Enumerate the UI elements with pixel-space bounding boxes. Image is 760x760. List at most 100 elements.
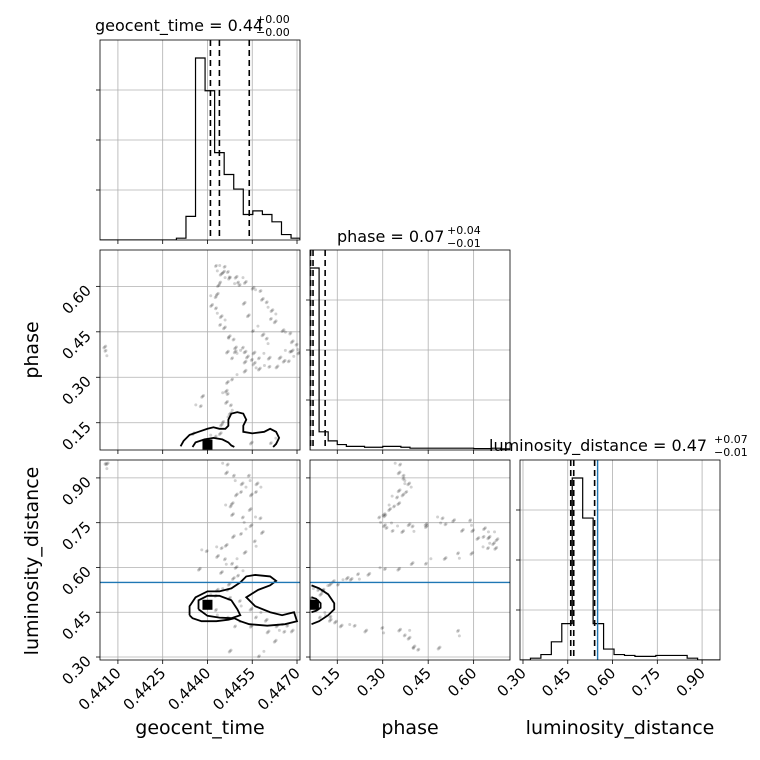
sample-point: [392, 505, 396, 509]
sample-point: [411, 561, 415, 565]
sample-point: [231, 561, 235, 565]
sample-point: [408, 628, 412, 632]
sample-point: [471, 551, 475, 555]
sample-point: [205, 549, 209, 553]
sample-point: [267, 629, 271, 633]
sample-point: [252, 285, 256, 289]
sample-point: [356, 572, 360, 576]
sample-point: [228, 649, 232, 653]
sample-point: [259, 485, 263, 489]
sample-point: [336, 583, 340, 587]
sample-point: [229, 403, 233, 407]
sample-point: [495, 545, 499, 549]
sample-point: [288, 332, 292, 336]
sample-point: [227, 336, 231, 340]
sample-point: [215, 555, 219, 559]
sample-point: [235, 557, 239, 561]
sample-point: [103, 345, 107, 349]
sample-point: [423, 525, 427, 529]
samples-geocent-time-luminosity-distance: [103, 461, 295, 659]
sample-point: [483, 526, 487, 530]
sample-point: [265, 336, 269, 340]
sample-point: [243, 551, 247, 555]
sample-point: [243, 350, 247, 354]
grid-layer: [100, 40, 720, 660]
sample-point: [320, 591, 324, 595]
sample-point: [268, 442, 272, 446]
sample-point: [274, 366, 278, 370]
sample-point: [197, 568, 201, 572]
histogram-phase: [310, 267, 510, 450]
sample-point: [390, 529, 394, 533]
sample-point: [292, 354, 296, 358]
sample-point: [356, 573, 360, 577]
sample-point: [396, 524, 400, 528]
sample-point: [493, 541, 497, 545]
sample-point: [222, 327, 226, 331]
sample-point: [231, 512, 235, 516]
sample-point: [236, 281, 240, 285]
sample-point: [399, 462, 403, 466]
sample-point: [401, 493, 405, 497]
sample-point: [258, 366, 262, 370]
sample-point: [333, 621, 337, 625]
sample-point: [240, 482, 244, 486]
mode-marker: [202, 599, 213, 610]
sample-point: [222, 269, 226, 273]
sample-point: [239, 531, 243, 535]
sample-point: [227, 582, 231, 586]
sample-point: [224, 543, 228, 547]
sample-point: [389, 521, 393, 525]
sample-point: [333, 620, 337, 624]
sample-point: [383, 568, 387, 572]
sample-point: [318, 615, 322, 619]
title-phase-plus: +0.04: [447, 224, 481, 237]
sample-point: [219, 547, 223, 551]
sample-point: [225, 400, 229, 404]
sample-point: [401, 530, 405, 534]
sample-point: [216, 284, 220, 288]
sample-point: [272, 640, 276, 644]
sample-point: [481, 535, 485, 539]
sample-point: [232, 576, 236, 580]
sample-point: [230, 514, 234, 518]
sample-point: [397, 471, 401, 475]
sample-point: [475, 537, 479, 541]
sample-point: [352, 624, 356, 628]
sample-point: [396, 472, 400, 476]
sample-point: [393, 461, 397, 465]
sample-point: [225, 471, 229, 475]
sample-point: [201, 394, 205, 398]
samples-phase-luminosity-distance: [310, 461, 500, 652]
sample-point: [338, 625, 342, 629]
x-tick-label-luminosity-distance: 0.45: [538, 664, 574, 700]
sample-point: [411, 524, 415, 528]
sample-point: [456, 551, 460, 555]
sample-point: [245, 356, 249, 360]
sample-point: [242, 361, 246, 365]
sample-point: [217, 433, 221, 437]
sample-point: [210, 303, 214, 307]
sample-point: [436, 515, 440, 519]
sample-point: [238, 599, 242, 603]
sample-point: [296, 348, 300, 352]
sample-point: [469, 552, 473, 556]
sample-point: [253, 539, 257, 543]
sample-point: [239, 490, 243, 494]
contours-geocent-time-luminosity-distance: [188, 574, 299, 627]
sample-point: [232, 351, 236, 355]
sample-point: [382, 525, 386, 529]
sample-point: [255, 482, 259, 486]
sample-point: [231, 577, 235, 581]
sample-point: [224, 389, 228, 393]
sample-point: [222, 265, 226, 269]
sample-point: [266, 305, 270, 309]
sample-point: [209, 294, 213, 298]
sample-point: [273, 639, 277, 643]
sample-point: [254, 544, 258, 548]
sample-point: [247, 473, 251, 477]
sample-point: [381, 625, 385, 629]
sample-point: [382, 513, 386, 517]
y-tick-label-luminosity-distance: 0.45: [58, 607, 94, 643]
sample-point: [198, 566, 202, 570]
